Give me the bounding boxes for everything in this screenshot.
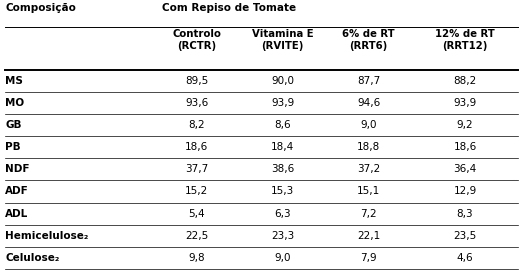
Text: 8,6: 8,6 <box>275 120 291 130</box>
Text: 15,1: 15,1 <box>357 186 380 197</box>
Text: 88,2: 88,2 <box>453 76 477 86</box>
Text: Composição: Composição <box>5 3 76 13</box>
Text: 8,3: 8,3 <box>457 208 473 219</box>
Text: MS: MS <box>5 76 23 86</box>
Text: 22,5: 22,5 <box>185 231 208 241</box>
Text: ADF: ADF <box>5 186 29 197</box>
Text: PB: PB <box>5 142 21 152</box>
Text: Vitamina E
(RVITE): Vitamina E (RVITE) <box>252 29 314 51</box>
Text: 5,4: 5,4 <box>189 208 205 219</box>
Text: Controlo
(RCTR): Controlo (RCTR) <box>172 29 221 51</box>
Text: Celulose₂: Celulose₂ <box>5 253 59 263</box>
Text: 93,9: 93,9 <box>271 98 294 108</box>
Text: 4,6: 4,6 <box>457 253 473 263</box>
Text: 9,0: 9,0 <box>361 120 377 130</box>
Text: 22,1: 22,1 <box>357 231 380 241</box>
Text: 15,3: 15,3 <box>271 186 294 197</box>
Text: 18,4: 18,4 <box>271 142 294 152</box>
Text: ADL: ADL <box>5 208 29 219</box>
Text: 18,6: 18,6 <box>453 142 477 152</box>
Text: 90,0: 90,0 <box>271 76 294 86</box>
Text: 8,2: 8,2 <box>189 120 205 130</box>
Text: 37,2: 37,2 <box>357 164 380 174</box>
Text: 94,6: 94,6 <box>357 98 380 108</box>
Text: Hemicelulose₂: Hemicelulose₂ <box>5 231 89 241</box>
Text: 12% de RT
(RRT12): 12% de RT (RRT12) <box>435 29 495 51</box>
Text: 23,3: 23,3 <box>271 231 294 241</box>
Text: 7,9: 7,9 <box>361 253 377 263</box>
Text: 18,6: 18,6 <box>185 142 208 152</box>
Text: 38,6: 38,6 <box>271 164 294 174</box>
Text: NDF: NDF <box>5 164 30 174</box>
Text: 15,2: 15,2 <box>185 186 208 197</box>
Text: 23,5: 23,5 <box>453 231 477 241</box>
Text: MO: MO <box>5 98 24 108</box>
Text: 9,0: 9,0 <box>275 253 291 263</box>
Text: 12,9: 12,9 <box>453 186 477 197</box>
Text: 9,2: 9,2 <box>457 120 473 130</box>
Text: 37,7: 37,7 <box>185 164 208 174</box>
Text: 6% de RT
(RRT6): 6% de RT (RRT6) <box>342 29 395 51</box>
Text: 36,4: 36,4 <box>453 164 477 174</box>
Text: 87,7: 87,7 <box>357 76 380 86</box>
Text: 18,8: 18,8 <box>357 142 380 152</box>
Text: 6,3: 6,3 <box>275 208 291 219</box>
Text: 7,2: 7,2 <box>361 208 377 219</box>
Text: 93,9: 93,9 <box>453 98 477 108</box>
Text: 9,8: 9,8 <box>189 253 205 263</box>
Text: GB: GB <box>5 120 22 130</box>
Text: 93,6: 93,6 <box>185 98 208 108</box>
Text: Com Repiso de Tomate: Com Repiso de Tomate <box>162 3 295 13</box>
Text: 89,5: 89,5 <box>185 76 208 86</box>
